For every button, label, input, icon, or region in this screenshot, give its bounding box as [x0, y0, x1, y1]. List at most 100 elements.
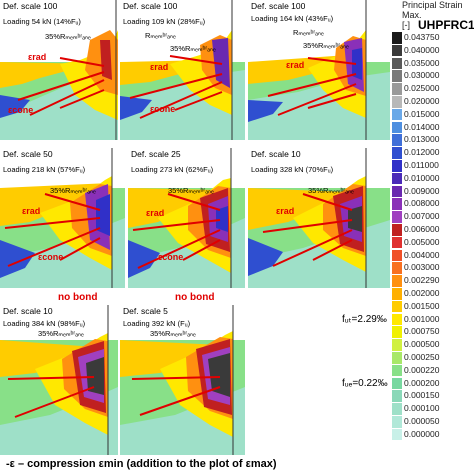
legend-row: 0.001000 [392, 313, 472, 326]
legend-title-line-3: [-] [402, 20, 410, 30]
legend-value: 0.011000 [404, 160, 439, 170]
legend-swatch [392, 313, 402, 326]
eps-cone-label: εcone [38, 252, 64, 262]
legend-value: 0.040000 [404, 44, 440, 55]
scale-label: Def. scale 10 [251, 149, 301, 159]
panel-8-contour [120, 305, 245, 455]
eps-cone-label: εcone [8, 105, 34, 115]
legend-value: 0.001000 [404, 313, 440, 324]
eps-rad-label: εrad [22, 206, 41, 216]
panel-3: Def. scale 100 Loading 164 kN (43%Fᵤ) Rₘ… [248, 0, 390, 140]
panel-4: Def. scale 50 Loading 218 kN (57%Fᵤ) 35%… [0, 148, 125, 288]
legend-swatch [392, 57, 402, 70]
loading-label: Loading 109 kN (28%Fᵤ) [123, 17, 206, 26]
panel-7-contour [0, 305, 118, 455]
legend-value: 0.008000 [404, 198, 440, 209]
arrow [17, 71, 105, 101]
no-bond-label-1: no bond [58, 292, 98, 303]
legend-swatch [392, 96, 402, 108]
legend-swatch [392, 224, 402, 236]
legend-value: 0.000200 [404, 377, 440, 388]
legend-swatch [392, 262, 402, 274]
panel-2-contour [120, 0, 245, 140]
legend-swatch [392, 134, 402, 146]
legend-row: 0.013000 [392, 134, 472, 146]
legend-value: 0.001500 [404, 300, 440, 311]
legend-value: 0.007000 [404, 211, 440, 222]
r-full-label: Rₘₑₘᵇʳₐₙₑ [145, 31, 176, 40]
panel-4-contour [0, 148, 125, 288]
legend-value: 0.000500 [404, 339, 440, 350]
legend-row: 0.002000 [392, 288, 472, 300]
eps-cone-label: εcone [150, 104, 176, 114]
legend-row: 0.015000 [392, 108, 472, 121]
scale-label: Def. scale 100 [3, 1, 58, 11]
scale-label: Def. scale 100 [123, 1, 178, 11]
r-35-label: 35%Rₘₑₘᵇʳₐₙₑ [50, 186, 96, 195]
legend-swatch [392, 416, 402, 428]
legend-row: 0.014000 [392, 121, 472, 134]
legend-swatch [392, 352, 402, 364]
legend-swatch [392, 121, 402, 134]
legend-swatch [392, 390, 402, 402]
legend-title-line-1: Principal Strain [402, 0, 463, 10]
legend-value: 0.000100 [404, 403, 440, 414]
legend-value: 0.000050 [404, 416, 440, 426]
legend-swatch [392, 288, 402, 300]
legend-swatch [392, 377, 402, 390]
legend-value: 0.000250 [404, 352, 440, 362]
panel-6-contour [248, 148, 390, 288]
legend-row: 0.009000 [392, 185, 472, 198]
fue-label: fᵤₑ=0.22‰ [342, 378, 388, 389]
eps-rad-label: εrad [276, 206, 295, 216]
legend-value: 0.030000 [404, 70, 440, 81]
eps-rad-label: εrad [28, 52, 47, 62]
legend-value: 0.014000 [404, 121, 440, 132]
legend-value: 0.015000 [404, 108, 440, 119]
r-35-label: 35%Rₘₑₘᵇʳₐₙₑ [38, 329, 84, 338]
scale-label: Def. scale 10 [3, 306, 53, 316]
scale-label: Def. scale 100 [251, 1, 306, 11]
r-full-label: Rₘₑₘᵇʳₐₙₑ [293, 28, 324, 37]
legend-swatch [392, 172, 402, 185]
loading-label: Loading 164 kN (43%Fᵤ) [251, 14, 334, 23]
legend-row: 0.000500 [392, 339, 472, 351]
scale-label: Def. scale 25 [131, 149, 181, 159]
legend-swatch [392, 147, 402, 159]
legend-swatch [392, 44, 402, 57]
legend-swatch [392, 428, 402, 441]
legend-value: 0.000000 [404, 428, 440, 439]
legend-value: 0.009000 [404, 185, 440, 196]
r-35-label: 35%Rₘₑₘᵇʳₐₙₑ [168, 186, 214, 195]
legend-row: 0.011000 [392, 160, 472, 172]
legend-value: 0.000220 [404, 364, 440, 375]
eps-rad-label: εrad [150, 62, 169, 72]
no-bond-label-2: no bond [175, 292, 215, 303]
legend-row: 0.020000 [392, 96, 472, 108]
eps-cone-label: εcone [158, 252, 184, 262]
r-35-label: 35%Rₘₑₘᵇʳₐₙₑ [45, 32, 91, 41]
legend-row: 0.000220 [392, 364, 472, 377]
legend-value: 0.010000 [404, 172, 440, 183]
r-35-label: 35%Rₘₑₘᵇʳₐₙₑ [170, 44, 216, 53]
legend-swatch [392, 211, 402, 223]
fut-label: fᵤₜ=2.29‰ [342, 314, 387, 325]
legend-swatch [392, 403, 402, 415]
legend-row: 0.012000 [392, 147, 472, 159]
legend-row: 0.006000 [392, 224, 472, 236]
legend-value: 0.012000 [404, 147, 440, 158]
legend-swatch [392, 83, 402, 95]
legend-row: 0.043750 [392, 32, 472, 44]
legend-value: 0.013000 [404, 134, 440, 145]
legend-row: 0.003000 [392, 262, 472, 274]
legend-row: 0.004000 [392, 249, 472, 262]
legend-row: 0.002290 [392, 275, 472, 287]
legend-row: 0.008000 [392, 198, 472, 210]
legend-swatch [392, 275, 402, 287]
legend-row: 0.000100 [392, 403, 472, 415]
scale-label: Def. scale 50 [3, 149, 53, 159]
legend-value: 0.002290 [404, 275, 440, 286]
legend-row: 0.005000 [392, 236, 472, 249]
panel-8: Def. scale 5 Loading 392 kN (Fᵤ) 35%Rₘₑₘ… [120, 305, 245, 455]
loading-label: Loading 218 kN (57%Fᵤ) [3, 165, 86, 174]
